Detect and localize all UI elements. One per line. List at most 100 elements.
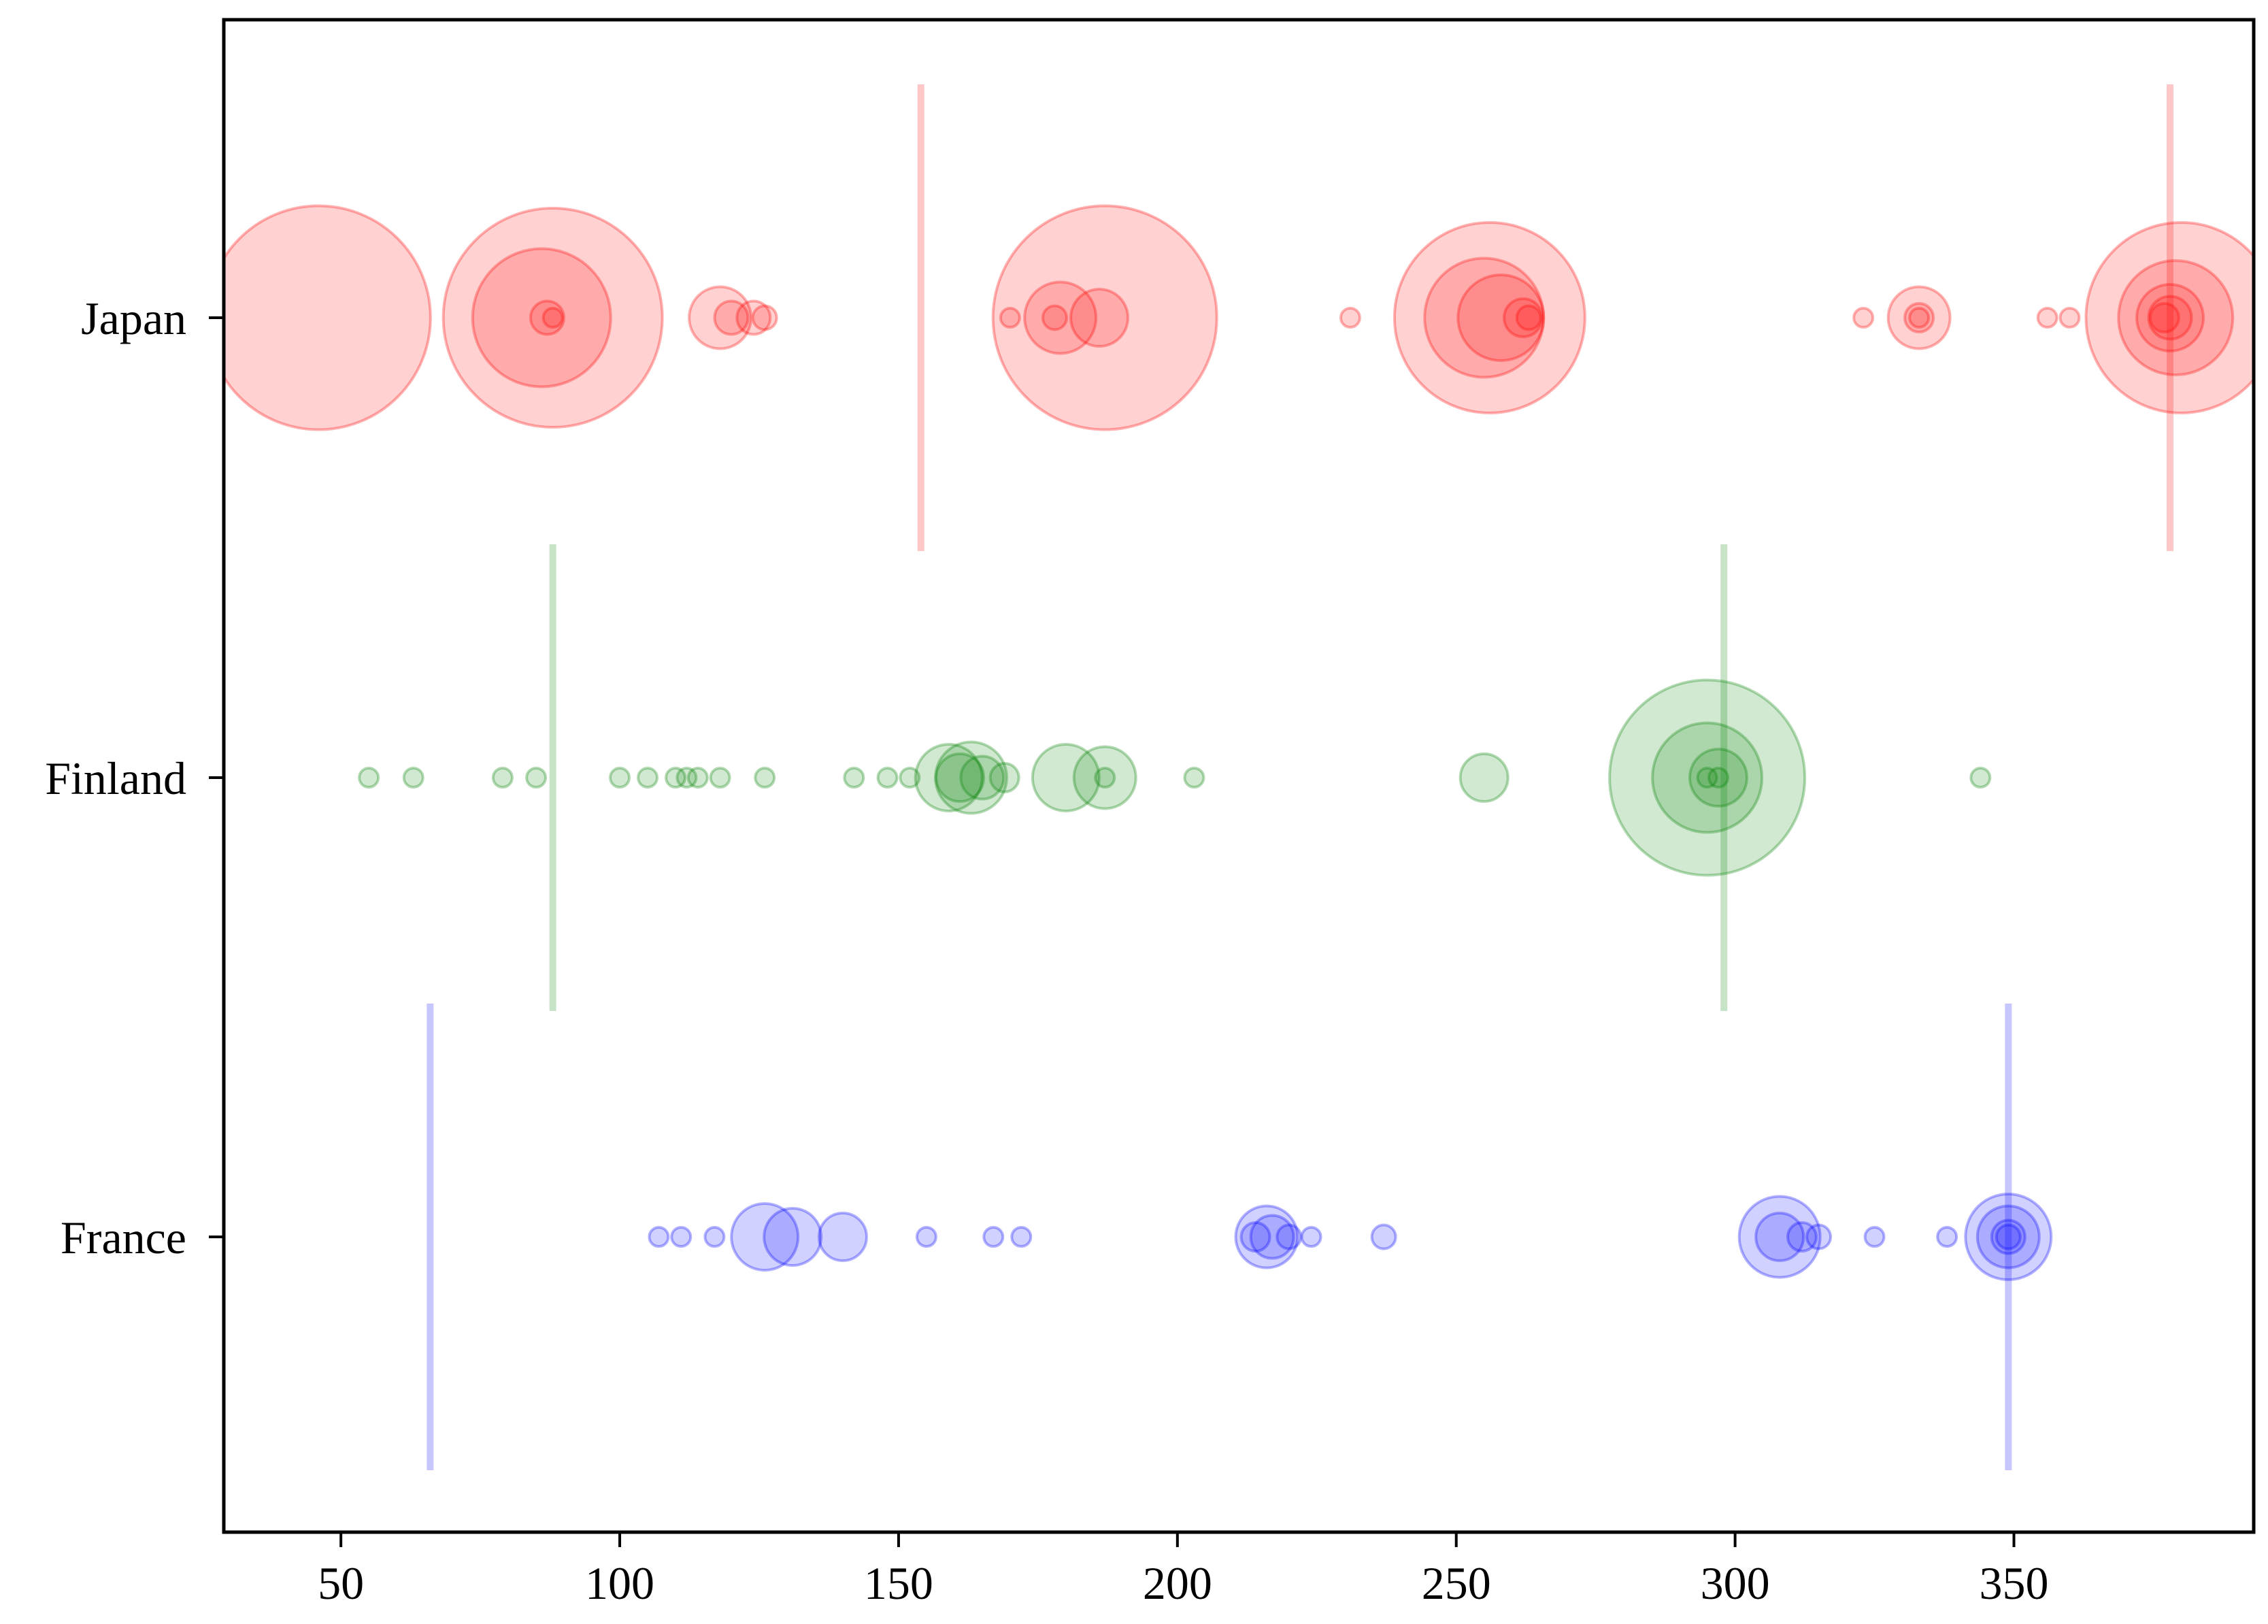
bubble-japan-30: [2148, 302, 2180, 333]
bubble-finland-1: [402, 767, 424, 789]
bubble-japan-24: [2036, 307, 2058, 329]
bubble-japan-10: [1023, 280, 1098, 355]
x-tick-label-100: 100: [585, 1557, 654, 1609]
x-axis-ticks: 50 100 150 200 250 300 350: [318, 1532, 2048, 1609]
x-tick-label-250: 250: [1422, 1557, 1491, 1609]
bubble-finland-20: [1072, 745, 1137, 810]
bubble-france-11: [1239, 1221, 1271, 1253]
bubble-japan-2: [471, 247, 612, 388]
bubble-japan-23: [1908, 307, 1931, 329]
bubble-japan-12: [999, 307, 1021, 329]
x-tick-label-350: 350: [1979, 1557, 2048, 1609]
bubble-finland-26: [1688, 748, 1749, 808]
bubble-france-12: [1275, 1223, 1303, 1250]
bubble-france-16: [1754, 1212, 1805, 1262]
bubble-japan-21: [1903, 302, 1935, 333]
y-axis-ticks: Japan Finland France: [45, 293, 224, 1263]
bubble-japan-26: [2084, 221, 2254, 414]
bubble-france-19: [1863, 1226, 1886, 1248]
bubble-france-5: [817, 1212, 868, 1262]
bubble-france-13: [1300, 1226, 1322, 1248]
bubble-japan-17: [1456, 274, 1546, 362]
bubble-finland-25: [1651, 721, 1764, 834]
bubble-france-4: [763, 1207, 823, 1267]
bubble-finland-2: [491, 767, 514, 789]
bubble-japan-6: [713, 299, 750, 336]
bubble-japan-8: [751, 304, 778, 331]
bubble-finland-16: [935, 752, 986, 803]
bubble-france-0: [648, 1226, 670, 1248]
y-tick-label-france: France: [61, 1212, 186, 1263]
bubble-finland-9: [709, 767, 731, 789]
bubble-france-23: [1990, 1219, 2027, 1255]
bubble-finland-5: [637, 767, 659, 789]
bubble-france-2: [703, 1226, 726, 1248]
bubble-france-1: [670, 1226, 693, 1248]
bubble-france-20: [1936, 1226, 1958, 1248]
bubble-japan-14: [1339, 307, 1361, 329]
bubble-japan-11: [1069, 288, 1130, 348]
bubble-japan-19: [1515, 304, 1542, 331]
bubble-france-21: [1964, 1193, 2053, 1281]
bubble-japan-18: [1503, 297, 1544, 338]
bubbles: [224, 204, 2254, 1281]
bubble-finland-22: [1183, 767, 1205, 789]
x-tick-label-300: 300: [1701, 1557, 1770, 1609]
bubble-finland-15: [934, 740, 1009, 815]
bubble-france-7: [982, 1226, 1005, 1248]
y-tick-label-finland: Finland: [45, 752, 186, 804]
bubble-france-9: [1234, 1204, 1299, 1270]
bubble-france-6: [915, 1226, 937, 1248]
bubble-japan-15: [1393, 221, 1586, 414]
bubble-japan-1: [441, 207, 664, 429]
bubble-japan-28: [2135, 283, 2205, 352]
x-tick-label-150: 150: [864, 1557, 933, 1609]
bubble-france-18: [1805, 1223, 1833, 1250]
bubble-finland-28: [1696, 767, 1718, 789]
x-tick-label-200: 200: [1143, 1557, 1212, 1609]
bubble-finland-14: [914, 743, 984, 812]
bubble-france-17: [1786, 1221, 1818, 1253]
bubble-finland-10: [754, 767, 776, 789]
bubble-japan-27: [2117, 259, 2235, 376]
vertical-lines: [427, 84, 2174, 1470]
bubble-japan-7: [735, 299, 772, 336]
x-tick-label-50: 50: [318, 1557, 364, 1609]
bubble-japan-3: [529, 299, 565, 336]
bubble-france-10: [1249, 1214, 1295, 1260]
bubble-japan-16: [1423, 256, 1546, 379]
plot-frame: [222, 18, 2256, 1534]
bubble-france-14: [1370, 1223, 1397, 1250]
bubble-finland-27: [1707, 767, 1730, 789]
bubble-finland-24: [1608, 678, 1807, 877]
bubble-japan-9: [991, 204, 1218, 431]
bubble-finland-18: [988, 762, 1020, 793]
bubble-finland-23: [1458, 752, 1510, 803]
bubble-japan-20: [1886, 285, 1952, 350]
bubble-japan-25: [2058, 307, 2081, 329]
bubble-finland-29: [1969, 767, 1992, 789]
bubble-finland-7: [676, 767, 698, 789]
bubble-finland-21: [1094, 767, 1116, 789]
bubble-finland-4: [609, 767, 631, 789]
bubble-finland-8: [686, 767, 709, 789]
bubble-japan-4: [541, 307, 564, 329]
bubble-finland-17: [959, 755, 1005, 801]
bubble-finland-0: [358, 767, 380, 789]
bubble-france-15: [1737, 1195, 1822, 1279]
bubble-france-24: [1995, 1223, 2022, 1250]
bubble-finland-19: [1031, 743, 1101, 812]
bubble-finland-6: [665, 767, 687, 789]
bubble-france-22: [1975, 1204, 2041, 1270]
bubble-japan-29: [2147, 295, 2193, 341]
bubble-japan-13: [1041, 304, 1068, 331]
y-tick-label-japan: Japan: [81, 293, 186, 344]
bubble-japan-5: [688, 285, 753, 350]
bubble-finland-11: [843, 767, 865, 789]
bubble-japan-0: [224, 204, 432, 431]
bubble-finland-13: [899, 767, 921, 789]
bubble-france-3: [730, 1202, 800, 1272]
plot-background: [224, 20, 2254, 1532]
bubble-finland-12: [876, 767, 899, 789]
